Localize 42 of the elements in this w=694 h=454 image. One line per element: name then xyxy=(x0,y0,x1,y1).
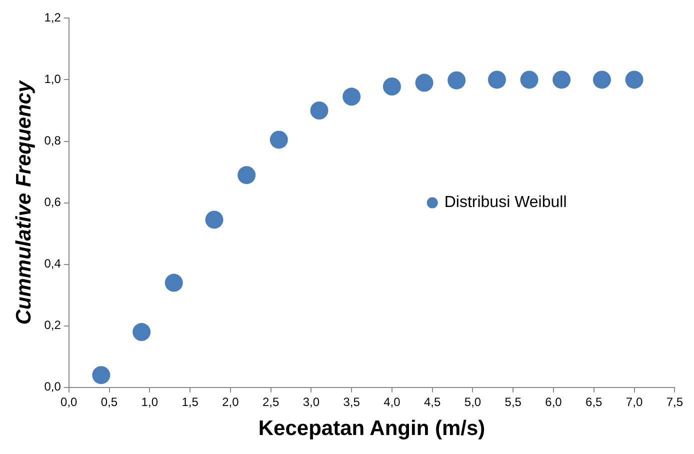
x-axis-title: Kecepatan Angin (m/s) xyxy=(258,417,486,440)
x-tick-label: 3,5 xyxy=(343,394,360,409)
legend-label: Distribusi Weibull xyxy=(444,194,567,212)
point xyxy=(270,130,288,149)
point xyxy=(132,323,151,342)
point xyxy=(448,71,466,90)
x-tick-label: 0,0 xyxy=(60,394,78,409)
point xyxy=(92,366,110,384)
y-tick-label: 0,0 xyxy=(44,380,62,394)
x-tick-label: 4,5 xyxy=(424,394,442,409)
y-tick-label: 1,0 xyxy=(44,72,62,86)
y-tick-label: 1,2 xyxy=(44,10,62,25)
point xyxy=(552,70,571,89)
x-tick-label: 6,5 xyxy=(586,394,603,409)
point xyxy=(238,166,256,184)
y-axis-title: Cummulative Frequency xyxy=(12,80,36,325)
point xyxy=(415,74,434,92)
y-tick-label: 0,8 xyxy=(44,134,62,148)
point xyxy=(310,102,328,120)
x-tick-label: 6,0 xyxy=(545,394,562,409)
x-tick-label: 1,0 xyxy=(141,394,158,409)
x-tick-label: 4,0 xyxy=(384,394,401,409)
y-tick-label: 0,2 xyxy=(44,318,62,332)
point xyxy=(520,70,538,89)
x-tick-label: 2,5 xyxy=(262,394,280,409)
point xyxy=(205,210,224,229)
x-tick-label: 0,5 xyxy=(100,394,118,409)
point xyxy=(382,78,401,96)
point xyxy=(164,274,183,292)
point xyxy=(488,70,506,89)
y-tick-label: 0,6 xyxy=(44,195,62,210)
point xyxy=(342,88,361,106)
point xyxy=(592,70,611,89)
x-tick-label: 7,5 xyxy=(666,394,684,409)
x-tick-label: 2,0 xyxy=(222,394,240,409)
x-tick-label: 5,5 xyxy=(504,394,522,409)
y-tick-label: 0,4 xyxy=(44,256,62,271)
x-tick-label: 3,0 xyxy=(302,394,320,409)
x-tick-label: 5,0 xyxy=(464,394,482,409)
x-tick-label: 7,0 xyxy=(626,394,643,409)
point xyxy=(625,70,644,89)
x-tick-label: 1,5 xyxy=(182,394,199,409)
